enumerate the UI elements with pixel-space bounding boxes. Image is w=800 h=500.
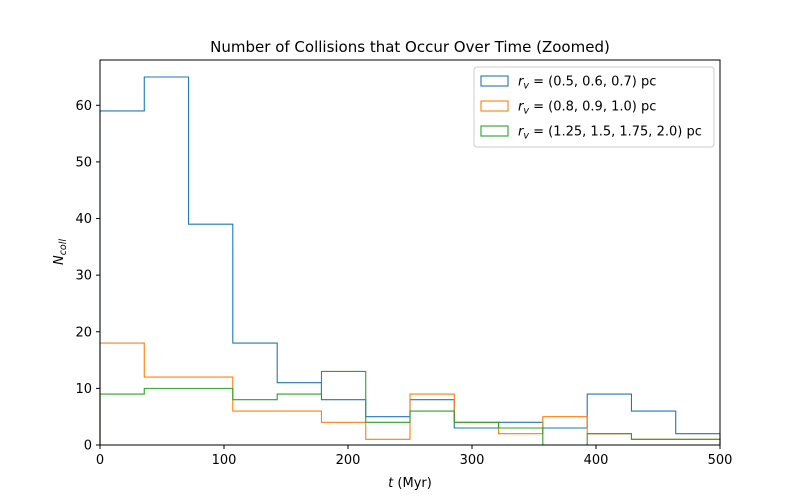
x-tick-label: 400 — [584, 453, 609, 468]
y-tick-label: 10 — [75, 382, 92, 397]
x-axis-label-var: t — [388, 476, 394, 491]
x-tick-label: 300 — [460, 453, 485, 468]
y-tick-label: 30 — [75, 269, 92, 284]
x-axis-label: t (Myr) — [388, 476, 432, 491]
y-axis-label-var: N — [52, 255, 67, 265]
legend-swatch-2 — [480, 100, 509, 112]
legend-label-sub: v — [523, 81, 529, 92]
legend-label-rest: = (1.25, 1.5, 1.75, 2.0) pc — [529, 125, 702, 140]
legend-swatch-3 — [480, 125, 509, 137]
legend-label-var: r — [518, 125, 525, 140]
legend-swatch-1 — [480, 75, 509, 87]
legend-label-2: rv = (0.8, 0.9, 1.0) pc — [518, 100, 656, 117]
legend-label-var: r — [518, 75, 525, 90]
legend-label-rest: = (0.8, 0.9, 1.0) pc — [529, 100, 656, 115]
x-axis-label-unit: (Myr) — [393, 476, 432, 491]
x-axis-ticks: 0 100 200 300 400 500 — [96, 445, 733, 468]
legend-box — [473, 66, 715, 148]
y-axis-label-sub: coll — [58, 239, 69, 256]
y-tick-label: 20 — [75, 325, 92, 340]
x-tick-label: 500 — [708, 453, 733, 468]
legend-label-1: rv = (0.5, 0.6, 0.7) pc — [518, 75, 656, 92]
series-3-step-line — [99, 370, 721, 446]
legend-label-rest: = (0.5, 0.6, 0.7) pc — [529, 75, 656, 90]
legend-label-sub: v — [523, 106, 529, 117]
y-tick-label: 50 — [75, 155, 92, 170]
series-layer — [99, 76, 721, 446]
y-tick-label: 0 — [84, 439, 92, 454]
y-tick-label: 40 — [75, 212, 92, 227]
y-axis-ticks: 0 10 20 30 40 50 60 — [75, 99, 100, 454]
legend-label-3: rv = (1.25, 1.5, 1.75, 2.0) pc — [518, 125, 702, 142]
chart-title: Number of Collisions that Occur Over Tim… — [210, 38, 610, 56]
legend-label-var: r — [518, 100, 525, 115]
y-axis-label: Ncoll — [52, 239, 69, 265]
legend-label-sub: v — [523, 131, 529, 142]
y-tick-label: 60 — [75, 99, 92, 114]
x-tick-label: 200 — [336, 453, 361, 468]
axes-frame — [99, 59, 721, 446]
x-tick-label: 0 — [96, 453, 104, 468]
x-tick-label: 100 — [212, 453, 237, 468]
